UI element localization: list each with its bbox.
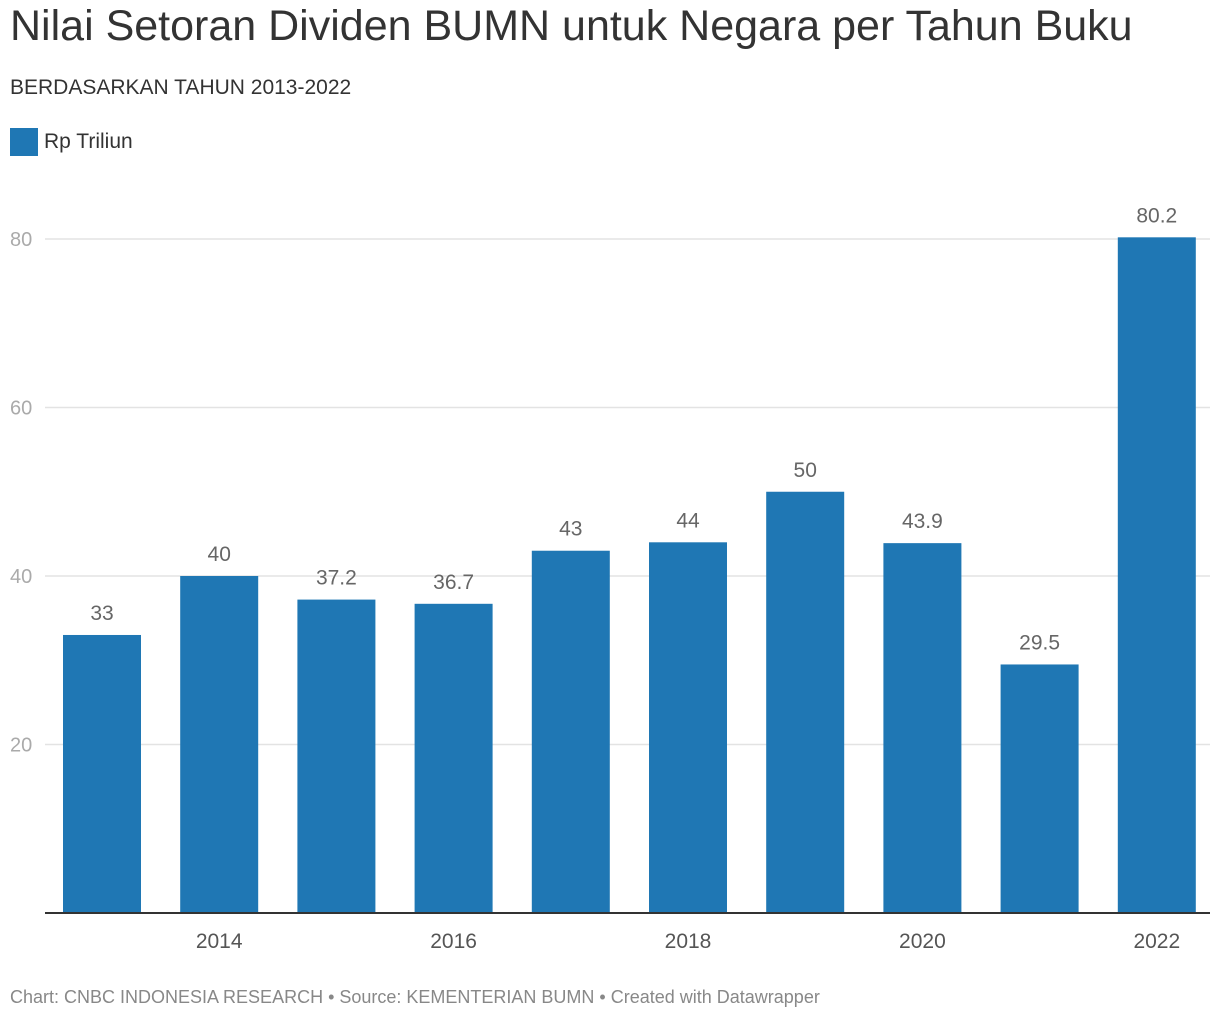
x-tick-label-2022: 2022 (1133, 930, 1180, 953)
bar-2016 (414, 603, 493, 913)
value-label-2016: 36.7 (433, 571, 474, 594)
legend-label: Rp Triliun (44, 130, 133, 153)
bars (63, 237, 1196, 913)
y-tick-label-60: 60 (10, 398, 32, 420)
bar-2021 (1000, 664, 1079, 913)
x-tick-label-2020: 2020 (899, 930, 946, 953)
x-axis-ticks: 2014 2016 2018 2020 2022 (196, 930, 1180, 953)
value-label-2021: 29.5 (1019, 631, 1060, 654)
value-label-2013: 33 (90, 602, 113, 625)
bar-2015 (297, 599, 376, 913)
x-tick-label-2016: 2016 (430, 930, 477, 953)
legend-swatch (10, 128, 38, 156)
value-label-2017: 43 (559, 518, 582, 541)
bar-2013 (63, 634, 141, 913)
y-tick-label-40: 40 (10, 566, 32, 588)
value-label-2014: 40 (208, 543, 231, 566)
value-label-2020: 43.9 (902, 510, 943, 533)
y-tick-label-20: 20 (10, 735, 32, 757)
bar-2019 (766, 491, 845, 913)
value-label-2018: 44 (676, 509, 700, 532)
bar-2018 (649, 542, 727, 913)
bar-2014 (180, 576, 259, 913)
x-tick-label-2018: 2018 (665, 930, 712, 953)
value-label-2015: 37.2 (316, 567, 357, 590)
y-axis-ticks: 20 40 60 80 (10, 229, 32, 757)
legend: Rp Triliun (10, 128, 133, 156)
bar-2020 (883, 543, 962, 913)
chart-title: Nilai Setoran Dividen BUMN untuk Negara … (10, 2, 1133, 50)
chart-subtitle: BERDASARKAN TAHUN 2013-2022 (10, 76, 352, 99)
y-tick-label-80: 80 (10, 229, 32, 251)
value-label-2022: 80.2 (1136, 204, 1177, 227)
value-label-2019: 50 (794, 459, 817, 482)
value-labels: 33 40 37.2 36.7 43 44 50 43.9 29.5 80.2 (90, 204, 1177, 654)
chart-footer: Chart: CNBC INDONESIA RESEARCH • Source:… (10, 987, 820, 1007)
bar-2022 (1117, 237, 1196, 913)
x-tick-label-2014: 2014 (196, 930, 243, 953)
bar-2017 (531, 550, 610, 913)
